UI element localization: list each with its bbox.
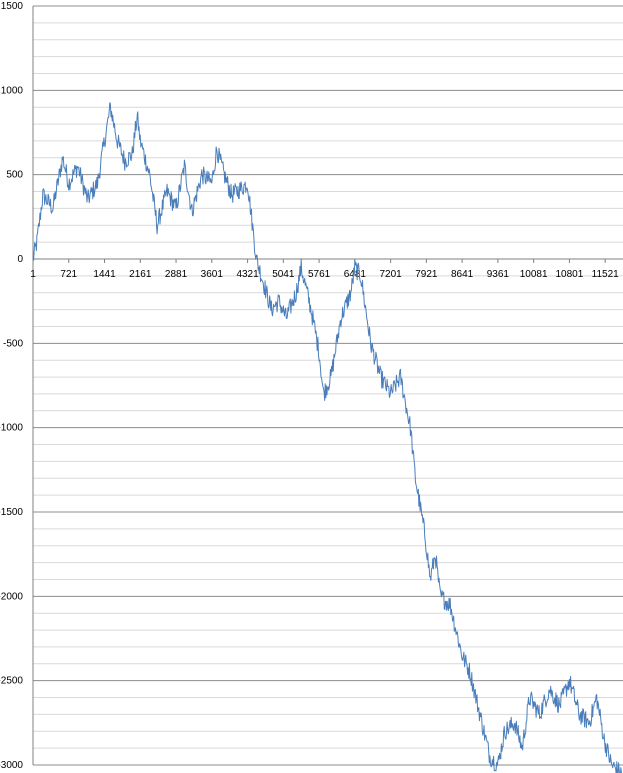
y-tick-label: -500 bbox=[3, 338, 23, 349]
series-group bbox=[32, 102, 622, 773]
y-tick-label: 500 bbox=[6, 170, 23, 181]
x-tick-label: 9361 bbox=[487, 269, 510, 280]
y-tick-label: -2000 bbox=[0, 591, 23, 602]
x-tick-label: 5761 bbox=[308, 269, 331, 280]
x-tick-label: 7201 bbox=[379, 269, 402, 280]
y-tick-label: -1000 bbox=[0, 423, 23, 434]
x-tick-label: 7921 bbox=[415, 269, 438, 280]
x-tick-label: 10801 bbox=[556, 269, 584, 280]
x-tick-label: 10081 bbox=[520, 269, 548, 280]
x-tick-label: 721 bbox=[60, 269, 77, 280]
x-tick-label: 6481 bbox=[344, 269, 367, 280]
x-tick-label: 2881 bbox=[165, 269, 188, 280]
major-gridlines bbox=[33, 5, 623, 766]
x-tick-label: 5041 bbox=[272, 269, 295, 280]
y-tick-label: -2500 bbox=[0, 676, 23, 687]
x-tick-label: 1 bbox=[30, 269, 36, 280]
y-tick-labels: 1500 1000 500 0 -500 -1000 -1500 -2000 -2500 -300… bbox=[0, 1, 23, 771]
x-tick-label: 4321 bbox=[236, 269, 259, 280]
x-tick-label: 8641 bbox=[451, 269, 474, 280]
x-tick-label: 11521 bbox=[592, 269, 620, 280]
x-tick-label: 2161 bbox=[129, 269, 152, 280]
series-line bbox=[32, 102, 622, 773]
y-tick-label: 1000 bbox=[1, 85, 24, 96]
x-tick-labels: 1 721 1441 2161 2881 3601 4321 5041 5761 6481 7201… bbox=[30, 259, 619, 280]
x-tick-label: 1441 bbox=[93, 269, 116, 280]
x-tick-label: 3601 bbox=[201, 269, 224, 280]
y-tick-label: -1500 bbox=[0, 507, 23, 518]
y-tick-label: 0 bbox=[17, 254, 23, 265]
y-tick-label: -3000 bbox=[0, 760, 23, 771]
y-tick-label: 1500 bbox=[1, 1, 24, 12]
minor-gridlines bbox=[33, 22, 623, 749]
